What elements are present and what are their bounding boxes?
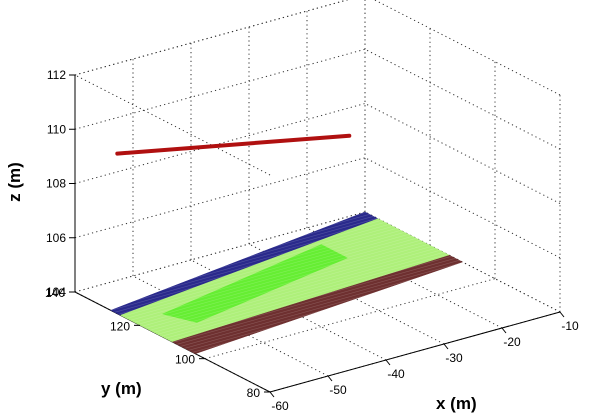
x-tick-label: -20: [503, 335, 521, 349]
surface-mesh-line: [243, 298, 534, 379]
surface-mesh-line: [239, 296, 530, 377]
surface-mesh-line: [223, 288, 514, 369]
surface-mesh-line: [87, 218, 378, 299]
surface-mesh-line: [106, 228, 397, 309]
surface-mesh-line: [266, 310, 557, 391]
y-tick-label: 120: [110, 319, 130, 333]
z-axis-label: z (m): [5, 162, 24, 202]
surface-mesh-line: [75, 212, 366, 293]
surface-mesh-line: [102, 226, 394, 307]
surface-mesh-line: [188, 270, 479, 351]
surface-mesh-line: [83, 216, 374, 297]
surface-mesh-line: [145, 248, 436, 329]
surface-mesh-line: [114, 232, 405, 313]
x-tick-mark: [501, 327, 507, 334]
surface-mesh-line: [98, 224, 390, 305]
surface-mesh-line: [122, 236, 413, 317]
back-wall-grid-z: [74, 48, 366, 130]
x-tick-mark: [327, 375, 333, 382]
y-tick-label: 140: [45, 286, 65, 300]
surface-mesh-line: [173, 262, 464, 343]
surface-mesh-line: [169, 260, 460, 341]
side-wall-grid-z: [364, 103, 561, 204]
surface-mesh-line: [134, 242, 425, 323]
x-tick-mark: [385, 359, 391, 366]
z-tick-label: 112: [47, 68, 66, 82]
surface-mesh-line: [141, 246, 433, 327]
z-tick-label: 106: [46, 231, 66, 245]
trajectory-lines: [115, 133, 352, 156]
box-top-edge: [74, 0, 349, 76]
side-wall-grid-z: [364, 48, 561, 150]
box-top-edge: [74, 74, 271, 176]
x-tick-label: -60: [271, 399, 289, 413]
surface-mesh-line: [165, 258, 456, 339]
z-tick-label: 108: [46, 177, 66, 191]
x-axis-label: x (m): [436, 394, 477, 413]
surface-patch-3: [161, 244, 348, 323]
surface-mesh-line: [157, 254, 448, 335]
surface-mesh-line: [130, 240, 421, 321]
surface-mesh-line: [262, 308, 553, 389]
surface-mesh-line: [212, 282, 503, 363]
surface-mesh-line: [161, 256, 452, 337]
surface-mesh-line: [149, 250, 440, 331]
surface-mesh-line: [192, 272, 483, 353]
surface-mesh-line: [110, 230, 401, 311]
surface-mesh-line: [254, 304, 546, 385]
x-tick-label: -40: [387, 367, 405, 381]
x-tick-label: -30: [445, 351, 463, 365]
back-wall-grid-z: [74, 211, 366, 293]
z-tick-label: 104: [46, 285, 66, 299]
surface-mesh-line: [235, 294, 526, 375]
surface-mesh-line: [153, 252, 444, 333]
surface-mesh-line: [79, 214, 370, 295]
surface-mesh-line: [126, 238, 417, 319]
x-tick-mark: [559, 311, 565, 318]
side-wall-grid-z: [373, 0, 561, 96]
x-tick-label: -10: [561, 319, 579, 333]
back-wall-grid-z: [74, 103, 366, 184]
x-tick-label: -50: [329, 383, 347, 397]
y-axis-label: y (m): [101, 379, 142, 398]
surface-mesh-line: [176, 264, 468, 345]
surface-mesh-line: [258, 306, 550, 387]
surface-mesh-line: [200, 276, 491, 357]
surface-patch-4: [171, 255, 464, 354]
surface-mesh-line: [137, 244, 429, 325]
floor-grid-y: [204, 278, 496, 360]
surface-mesh-line: [91, 220, 382, 301]
surface-mesh-line: [208, 280, 499, 361]
surface-mesh-line: [196, 274, 487, 355]
surface-mesh-line: [247, 300, 538, 381]
surface-mesh-line: [184, 268, 475, 349]
surface-mesh-line: [118, 234, 409, 315]
surface-mesh-line: [215, 284, 507, 365]
surface-mesh-line: [227, 290, 518, 371]
surface-mesh-line: [231, 292, 522, 373]
x-axis-line: [269, 311, 561, 393]
y-tick-label: 80: [247, 386, 261, 400]
surface-mesh-line: [204, 278, 495, 359]
x-tick-mark: [269, 391, 275, 398]
surface-mesh-line: [180, 266, 472, 347]
back-wall-grid-z: [74, 157, 366, 239]
surface-mesh-line: [219, 286, 511, 367]
back-wall-grid-z: [74, 0, 349, 76]
surface-mesh-line: [251, 302, 542, 383]
y-tick-label: 100: [175, 353, 195, 367]
terrain-surfaces: [75, 211, 557, 391]
z-tick-label: 110: [47, 122, 66, 136]
x-tick-mark: [443, 343, 449, 350]
trajectory-line-1: [115, 133, 352, 156]
surface-mesh-line: [95, 222, 386, 303]
